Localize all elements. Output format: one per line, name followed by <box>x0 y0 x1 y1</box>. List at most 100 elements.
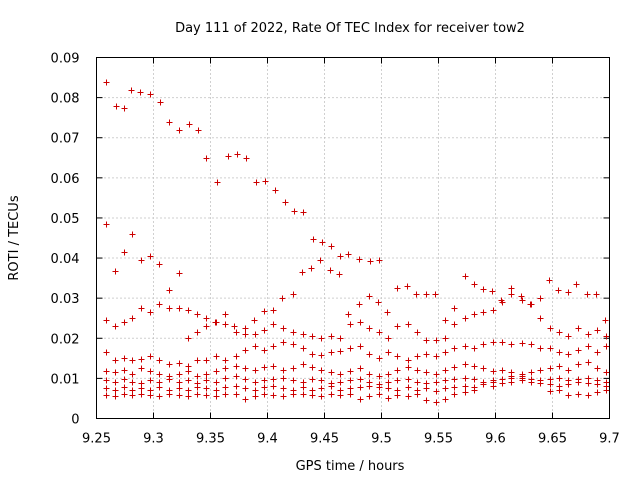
data-point <box>203 392 210 399</box>
y-tick-label: 0.05 <box>51 212 80 227</box>
data-point <box>462 375 469 382</box>
data-point <box>480 365 487 372</box>
data-point <box>121 391 128 398</box>
data-point <box>222 321 229 328</box>
data-point <box>405 357 412 364</box>
data-point <box>480 381 487 388</box>
data-point <box>233 373 240 380</box>
data-point <box>347 345 354 352</box>
data-point <box>394 392 401 399</box>
data-point <box>129 315 136 322</box>
plot-frame <box>96 57 610 419</box>
data-point <box>528 301 535 308</box>
data-point <box>203 323 210 330</box>
x-tick-label: 9.65 <box>538 432 567 447</box>
data-point <box>328 349 335 356</box>
data-point <box>480 286 487 293</box>
data-point <box>147 253 154 260</box>
data-point <box>528 341 535 348</box>
data-point <box>103 349 110 356</box>
data-point <box>433 399 440 406</box>
data-point <box>575 347 582 354</box>
data-point <box>565 392 572 399</box>
data-point <box>519 340 526 347</box>
data-point <box>585 359 592 366</box>
data-point <box>433 388 440 395</box>
data-point <box>156 384 163 391</box>
data-point <box>471 281 478 288</box>
data-point <box>585 343 592 350</box>
data-point <box>270 321 277 328</box>
data-point <box>385 395 392 402</box>
data-point <box>508 373 515 380</box>
data-point <box>300 209 307 216</box>
data-point <box>366 393 373 400</box>
data-point <box>347 377 354 384</box>
data-point <box>282 199 289 206</box>
data-point <box>176 127 183 134</box>
data-point <box>423 385 430 392</box>
data-point <box>519 297 526 304</box>
data-point <box>176 360 183 367</box>
data-point <box>376 384 383 391</box>
data-point <box>252 387 259 394</box>
data-point <box>103 385 110 392</box>
data-point <box>394 285 401 292</box>
data-point <box>176 270 183 277</box>
data-point <box>112 393 119 400</box>
data-point <box>233 383 240 390</box>
data-point <box>433 371 440 378</box>
data-point <box>337 335 344 342</box>
data-point <box>290 391 297 398</box>
data-point <box>156 393 163 400</box>
data-point <box>462 273 469 280</box>
data-point <box>556 349 563 356</box>
data-point <box>499 367 506 374</box>
data-point <box>345 251 352 258</box>
data-point <box>547 325 554 332</box>
data-point <box>556 363 563 370</box>
data-point <box>203 371 210 378</box>
data-point <box>565 351 572 358</box>
data-point <box>261 384 268 391</box>
data-point <box>375 299 382 306</box>
data-point <box>385 379 392 386</box>
data-point <box>270 343 277 350</box>
data-point <box>490 368 497 375</box>
data-point <box>537 345 544 352</box>
data-point <box>413 291 420 298</box>
data-point <box>252 393 259 400</box>
data-point <box>366 351 373 358</box>
data-point <box>222 391 229 398</box>
data-point <box>272 187 279 194</box>
data-point <box>347 368 354 375</box>
data-point <box>291 208 298 215</box>
data-point <box>147 368 154 375</box>
data-point <box>508 341 515 348</box>
data-point <box>433 353 440 360</box>
data-point <box>357 384 364 391</box>
data-point <box>328 243 335 250</box>
data-point <box>462 343 469 350</box>
data-point <box>394 367 401 374</box>
data-point <box>103 368 110 375</box>
chart-title: Day 111 of 2022, Rate Of TEC Index for r… <box>175 21 525 36</box>
data-point <box>547 388 554 395</box>
data-point <box>194 384 201 391</box>
data-point <box>565 367 572 374</box>
data-point <box>603 387 610 394</box>
data-point <box>585 380 592 387</box>
data-point <box>262 178 269 185</box>
data-point <box>376 329 383 336</box>
data-point <box>414 353 421 360</box>
data-point <box>185 393 192 400</box>
data-point <box>423 369 430 376</box>
data-point <box>462 315 469 322</box>
data-point <box>156 301 163 308</box>
data-point <box>471 376 478 383</box>
data-point <box>356 301 363 308</box>
data-point <box>242 376 249 383</box>
data-point <box>367 258 374 265</box>
data-point <box>300 384 307 391</box>
data-point <box>166 119 173 126</box>
